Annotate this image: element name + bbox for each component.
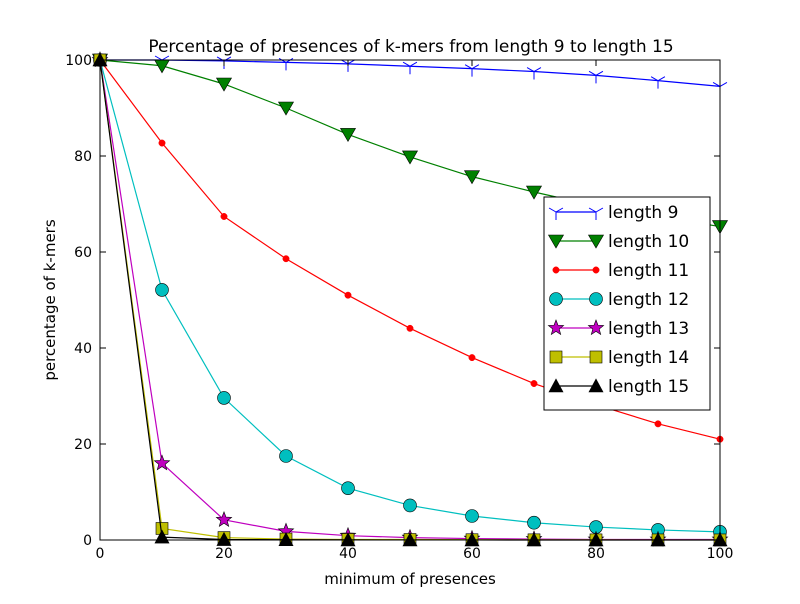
legend-label: length 12: [608, 290, 689, 310]
y-tick-label: 20: [74, 437, 92, 453]
legend-label: length 13: [608, 319, 689, 339]
legend-entry: length 13: [547, 319, 689, 339]
x-tick-label: 60: [463, 546, 481, 562]
legend-marker: [547, 319, 565, 336]
data-point: [217, 391, 231, 405]
legend-marker: [587, 234, 605, 249]
legend-entry: length 14: [549, 348, 689, 368]
data-point: [527, 515, 541, 530]
legend-marker: [592, 266, 600, 274]
series-1: [92, 55, 728, 95]
data-point: [215, 77, 233, 92]
data-point: [525, 185, 543, 200]
legend-entry: length 9: [548, 203, 678, 223]
data-point: [155, 283, 169, 297]
data-point: [158, 139, 166, 147]
data-point: [588, 70, 604, 84]
data-point: [464, 64, 480, 77]
legend: length 9 length 10 length 11 length 12 lengt…: [543, 196, 711, 411]
legend-label: length 9: [608, 203, 678, 223]
legend-marker: [549, 292, 563, 306]
data-point: [215, 510, 233, 527]
data-point: [339, 128, 357, 143]
legend-marker: [549, 350, 563, 364]
ticks-layer: 0 20 40 60 80 100 0 20 40 60 80 100: [65, 53, 733, 562]
data-point: [344, 291, 352, 299]
legend-entry: length 11: [552, 261, 689, 281]
data-point: [468, 354, 476, 362]
data-point: [465, 509, 479, 523]
data-point: [403, 498, 417, 513]
data-point: [278, 532, 294, 547]
legend-entry: length 12: [549, 290, 689, 310]
data-point: [406, 324, 414, 332]
legend-marker: [587, 319, 605, 336]
data-point: [650, 76, 666, 89]
legend-label: length 15: [608, 377, 689, 397]
y-tick-label: 80: [74, 149, 92, 165]
x-axis-label: minimum of presences: [324, 570, 496, 588]
data-point: [220, 213, 228, 220]
data-point: [277, 101, 295, 116]
data-point: [153, 59, 171, 74]
y-tick-label: 100: [65, 53, 92, 69]
plot-frame: [99, 59, 721, 541]
legend-entry: length 15: [548, 377, 689, 397]
x-tick-label: 80: [587, 546, 605, 562]
y-tick-label: 60: [74, 245, 92, 261]
x-tick-label: 100: [707, 546, 734, 562]
legend-label: length 10: [608, 232, 689, 252]
legend-marker: [588, 378, 604, 393]
x-tick-label: 40: [339, 546, 357, 562]
y-tick-label: 0: [83, 533, 92, 549]
data-point: [526, 67, 542, 80]
data-point: [401, 150, 419, 165]
data-point: [153, 454, 171, 471]
legend-marker: [548, 378, 564, 393]
legend-marker: [552, 266, 560, 274]
x-tick-label: 20: [215, 546, 233, 562]
y-axis-label: percentage of k-mers: [41, 219, 59, 380]
data-point: [341, 481, 355, 495]
legend-marker: [588, 207, 604, 220]
data-point: [279, 449, 293, 463]
legend-label: length 11: [608, 261, 689, 281]
legend-marker: [589, 350, 603, 364]
data-point: [402, 532, 418, 547]
legend-label: length 14: [608, 348, 689, 368]
data-point: [402, 61, 418, 75]
legend-entry: length 10: [547, 232, 689, 252]
x-tick-label: 0: [96, 546, 105, 562]
y-tick-label: 40: [74, 341, 92, 357]
chart-title: Percentage of presences of k-mers from l…: [148, 37, 673, 57]
legend-marker: [547, 234, 565, 249]
legend-box: [543, 196, 711, 411]
data-point: [282, 255, 290, 263]
legend-marker: [548, 207, 564, 220]
data-point: [463, 170, 481, 185]
data-point: [654, 420, 662, 428]
data-point: [530, 380, 538, 387]
legend-marker: [589, 292, 603, 306]
